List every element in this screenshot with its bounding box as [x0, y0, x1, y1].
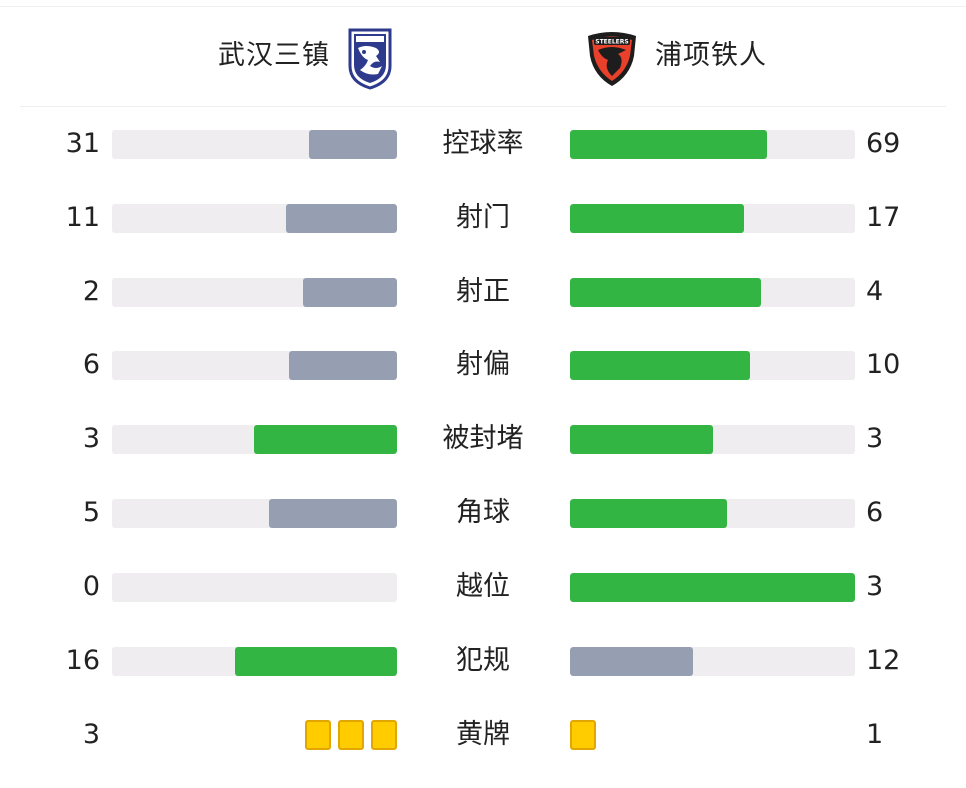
away-stat-bar-track — [570, 425, 855, 455]
home-stat-bar — [254, 425, 397, 455]
pohang-steelers-crest-icon: STEELERS — [584, 28, 640, 88]
home-stat-value: 0 — [82, 570, 100, 602]
home-stat-value: 5 — [82, 497, 100, 528]
away-stat-value: 12 — [866, 644, 901, 676]
stat-row: 2 射正 4 — [0, 272, 966, 312]
away-stat-bar-track — [570, 130, 855, 159]
stat-label: 越位 — [456, 570, 510, 602]
home-stat-value: 3 — [82, 423, 100, 455]
away-stat-bar — [570, 130, 767, 159]
away-stat-value: 69 — [866, 128, 901, 159]
away-stat-bar — [570, 277, 761, 307]
home-stat-bar-track — [112, 646, 397, 676]
stat-label: 犯规 — [456, 644, 510, 676]
away-stat-value: 3 — [866, 423, 884, 455]
yellow-card-icon — [570, 720, 596, 750]
home-stat-bar — [286, 203, 397, 233]
away-yellow-card-count: 1 — [866, 719, 884, 750]
away-stat-bar — [570, 351, 750, 381]
away-stat-bar-track — [570, 646, 855, 676]
away-stat-bar — [570, 646, 693, 676]
yellow-card-icon — [338, 720, 364, 750]
stat-row: 11 射门 17 — [0, 198, 966, 238]
home-stat-value: 6 — [82, 349, 100, 381]
stat-label: 射门 — [456, 201, 510, 233]
stat-row: 3 被封堵 3 — [0, 419, 966, 459]
yellow-card-icon — [371, 720, 397, 750]
home-yellow-card-count: 3 — [82, 719, 100, 750]
home-stat-bar — [303, 277, 397, 307]
home-stat-bar-track — [112, 130, 397, 159]
away-stat-value: 17 — [866, 201, 901, 233]
stat-label: 射正 — [456, 275, 510, 307]
away-yellow-cards — [570, 720, 596, 750]
away-stat-bar-track — [570, 499, 855, 528]
away-stat-bar-track — [570, 203, 855, 233]
home-stat-value: 31 — [65, 128, 100, 159]
home-stat-bar — [269, 499, 397, 528]
away-stat-bar — [570, 572, 855, 602]
home-stat-bar-track — [112, 203, 397, 233]
stat-label: 角球 — [456, 497, 510, 528]
stat-row: 16 犯规 12 — [0, 641, 966, 681]
away-stat-value: 6 — [866, 497, 884, 528]
home-stat-bar-track — [112, 425, 397, 455]
wuhan-three-towns-crest-icon — [346, 26, 394, 90]
stat-row: 0 越位 3 — [0, 567, 966, 607]
home-stat-bar — [309, 130, 397, 159]
home-stat-value: 11 — [65, 201, 100, 233]
away-stat-value: 10 — [866, 349, 901, 381]
away-stat-value: 3 — [866, 570, 884, 602]
stat-row: 5 角球 6 — [0, 493, 966, 533]
stat-row: 31 控球率 69 — [0, 124, 966, 164]
home-stat-bar-track — [112, 499, 397, 528]
away-stat-bar-track — [570, 277, 855, 307]
away-stat-bar — [570, 203, 744, 233]
steelers-logo-text: STEELERS — [595, 39, 628, 46]
home-stat-bar-track — [112, 277, 397, 307]
home-yellow-cards — [305, 720, 397, 750]
home-stat-bar-track — [112, 572, 397, 602]
home-stat-bar — [235, 646, 397, 676]
away-team-name: 浦项铁人 — [655, 40, 767, 71]
stat-row-yellow-cards: 3 黄牌 1 — [0, 715, 966, 755]
stat-label: 控球率 — [442, 128, 524, 159]
yellow-card-icon — [305, 720, 331, 750]
away-stat-bar — [570, 499, 727, 528]
home-team-name: 武汉三镇 — [218, 40, 330, 71]
stat-label: 黄牌 — [456, 719, 510, 750]
away-stat-bar-track — [570, 351, 855, 381]
away-stat-bar-track — [570, 572, 855, 602]
home-stat-value: 2 — [82, 275, 100, 307]
home-stat-bar-track — [112, 351, 397, 381]
away-stat-bar — [570, 425, 713, 455]
home-stat-value: 16 — [65, 644, 100, 676]
away-stat-value: 4 — [866, 275, 884, 307]
stat-label: 被封堵 — [442, 423, 524, 455]
stat-row: 6 射偏 10 — [0, 345, 966, 385]
top-separator — [0, 6, 966, 7]
stat-label: 射偏 — [456, 349, 510, 381]
home-stat-bar — [289, 351, 397, 381]
header-divider — [20, 106, 946, 107]
match-header: 武汉三镇 STEELERS 浦项铁人 — [0, 20, 966, 100]
